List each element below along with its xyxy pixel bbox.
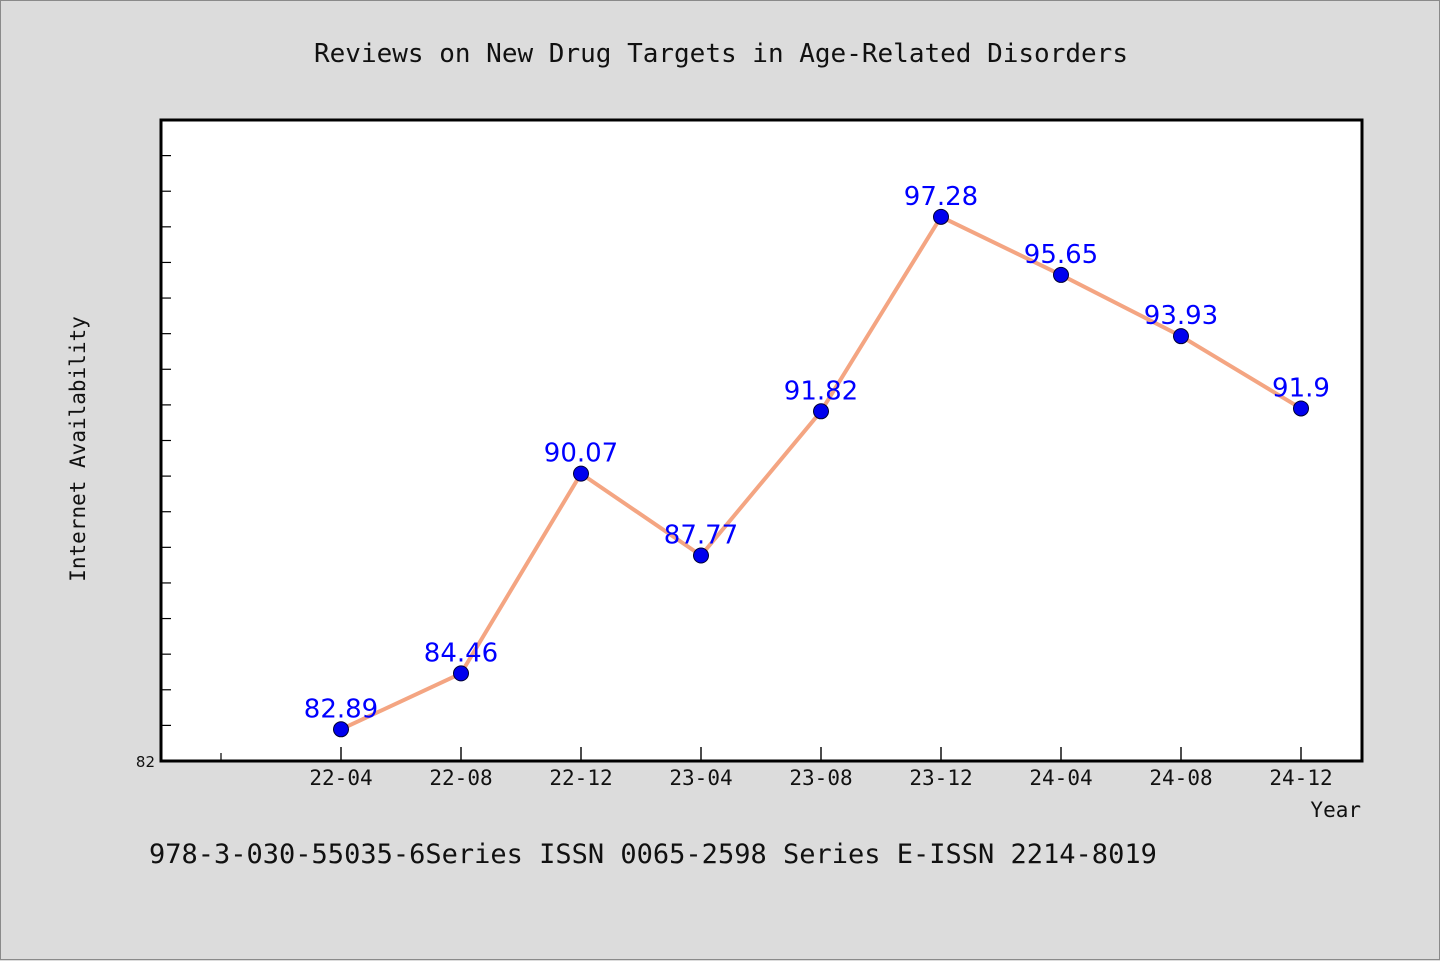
data-label-24-08: 93.93 [1144, 301, 1218, 331]
data-point-22-12 [573, 465, 589, 482]
y-axis-label: Internet Availability [66, 316, 90, 582]
plot-area [159, 118, 1364, 763]
data-point-23-12 [933, 208, 949, 225]
data-label-22-08: 84.46 [424, 638, 498, 668]
chart-title: Reviews on New Drug Targets in Age-Relat… [314, 39, 1128, 69]
data-label-24-04: 95.65 [1024, 240, 1098, 270]
x-axis-label: Year [1310, 798, 1361, 822]
x-tick-label-23-04: 23-04 [669, 766, 732, 790]
data-point-22-04 [333, 721, 349, 738]
x-tick-label-22-12: 22-12 [549, 766, 612, 790]
data-label-22-12: 90.07 [544, 439, 618, 469]
data-label-23-04: 87.77 [664, 521, 738, 551]
data-label-24-12: 91.9 [1272, 373, 1330, 403]
y-axis-ticks: 82 [136, 155, 171, 771]
data-point-24-08 [1173, 328, 1189, 345]
x-axis-ticks: 22-04 22-08 22-12 23-04 23-08 23-12 24-04 24-08… [220, 747, 1333, 790]
footer-citation: 978-3-030-55035-6Series ISSN 0065-2598 S… [149, 839, 1157, 870]
data-point-24-12 [1293, 400, 1309, 417]
data-label-22-04: 82.89 [304, 694, 378, 724]
data-point-24-04 [1053, 266, 1069, 283]
data-label-23-08: 91.82 [784, 376, 858, 406]
x-tick-label-24-08: 24-08 [1149, 766, 1212, 790]
series-1: 82.89 84.46 90.07 87.77 91.82 97.28 95.65 93.93… [304, 182, 1330, 738]
x-tick-label-24-12: 24-12 [1269, 766, 1332, 790]
data-point-22-08 [453, 665, 469, 682]
data-point-23-08 [813, 403, 829, 420]
x-tick-label-22-04: 22-04 [309, 766, 372, 790]
x-tick-label-22-08: 22-08 [429, 766, 492, 790]
x-tick-label-24-04: 24-04 [1029, 766, 1092, 790]
x-tick-label-23-08: 23-08 [789, 766, 852, 790]
x-tick-label-23-12: 23-12 [909, 766, 972, 790]
data-point-23-04 [693, 547, 709, 564]
y-tick-label: 82 [136, 753, 155, 771]
data-label-23-12: 97.28 [904, 182, 978, 212]
